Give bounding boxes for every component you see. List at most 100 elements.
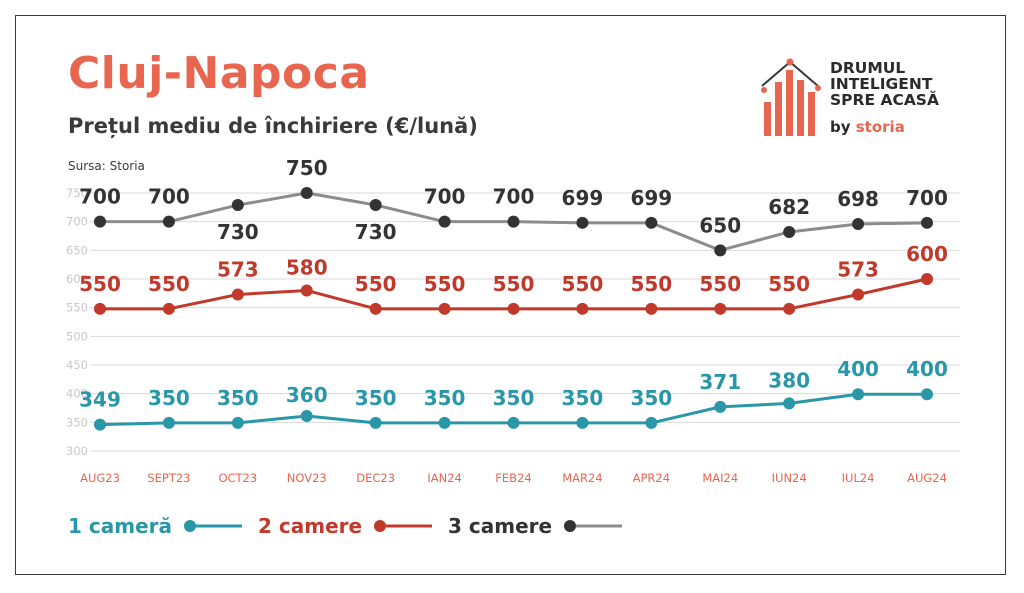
legend-label-1-room: 1 cameră (68, 514, 172, 538)
x-tick-label: DEC23 (356, 471, 395, 485)
data-point-two_rooms (576, 302, 589, 315)
x-tick-label: AUG23 (80, 471, 120, 485)
house-bars-icon (761, 58, 821, 136)
y-tick-label: 300 (66, 444, 88, 458)
data-label-three_rooms: 698 (837, 187, 879, 211)
x-tick-label: MAR24 (562, 471, 602, 485)
data-label-three_rooms: 730 (355, 220, 397, 244)
legend-swatch-2-rooms (374, 520, 433, 532)
data-label-two_rooms: 550 (768, 272, 810, 296)
data-label-two_rooms: 550 (493, 272, 535, 296)
logo-brand-text: storia (855, 118, 905, 136)
data-label-three_rooms: 682 (768, 195, 810, 219)
data-label-one_room: 400 (837, 357, 879, 381)
y-tick-label: 400 (66, 387, 88, 401)
data-label-three_rooms: 699 (630, 186, 672, 210)
data-point-one_room (369, 416, 382, 429)
data-point-two_rooms (162, 302, 175, 315)
data-point-two_rooms (714, 302, 727, 315)
y-tick-label: 550 (66, 301, 88, 315)
data-point-two_rooms (94, 302, 106, 315)
data-label-three_rooms: 700 (148, 185, 190, 209)
data-label-two_rooms: 550 (699, 272, 741, 296)
data-point-three_rooms (507, 215, 520, 228)
data-point-two_rooms (921, 273, 933, 285)
data-point-three_rooms (921, 216, 933, 229)
legend-label-2-rooms: 2 camere (258, 514, 363, 538)
data-point-two_rooms (369, 302, 382, 315)
data-label-two_rooms: 573 (217, 257, 259, 281)
data-label-one_room: 350 (217, 386, 259, 410)
y-tick-label: 600 (66, 272, 88, 286)
data-point-one_room (300, 410, 313, 423)
y-tick-label: 650 (66, 243, 88, 257)
data-point-one_room (162, 416, 175, 429)
x-tick-label: OCT23 (218, 471, 257, 485)
chart-subtitle: Prețul mediu de închiriere (€/lună) (68, 114, 478, 138)
data-label-one_room: 400 (906, 357, 948, 381)
x-tick-label: APR24 (633, 471, 670, 485)
data-label-one_room: 350 (424, 386, 466, 410)
data-point-one_room (645, 416, 658, 429)
logo-line-3: SPRE ACASĂ (830, 91, 939, 109)
logo-byline: by storia (830, 118, 905, 136)
data-label-one_room: 350 (148, 386, 190, 410)
storia-logo: DRUMUL INTELIGENT SPRE ACASĂ by storia (760, 56, 970, 146)
y-tick-label: 700 (66, 215, 88, 229)
x-tick-label: FEB24 (495, 471, 531, 485)
data-label-two_rooms: 550 (630, 272, 672, 296)
data-label-one_room: 350 (562, 386, 604, 410)
x-tick-label: NOV23 (287, 471, 327, 485)
data-label-one_room: 350 (630, 386, 672, 410)
data-label-two_rooms: 573 (837, 257, 879, 281)
data-point-two_rooms (783, 302, 796, 315)
x-tick-label: IUL24 (842, 471, 875, 485)
data-point-one_room (507, 416, 520, 429)
legend-item-3-rooms: 3 camere (448, 512, 624, 540)
data-label-three_rooms: 700 (79, 185, 121, 209)
data-point-one_room (438, 416, 451, 429)
data-label-two_rooms: 580 (286, 255, 328, 279)
data-point-three_rooms (576, 216, 589, 229)
data-label-two_rooms: 550 (562, 272, 604, 296)
legend-label-3-rooms: 3 camere (448, 514, 553, 538)
x-tick-label: MAI24 (702, 471, 738, 485)
y-tick-label: 500 (66, 329, 88, 343)
data-label-one_room: 350 (355, 386, 397, 410)
data-point-three_rooms (369, 199, 382, 212)
chart-frame (15, 15, 1006, 575)
data-label-three_rooms: 700 (906, 186, 948, 210)
data-point-one_room (94, 418, 106, 431)
data-point-three_rooms (94, 215, 106, 228)
data-point-three_rooms (438, 215, 451, 228)
logo-line-2: INTELIGENT (830, 75, 933, 93)
data-label-two_rooms: 550 (79, 272, 121, 296)
data-point-three_rooms (783, 225, 796, 238)
logo-by-text: by (830, 118, 851, 136)
x-tick-label: IUN24 (772, 471, 807, 485)
chart-title: Cluj-Napoca (68, 48, 370, 99)
data-label-three_rooms: 700 (493, 185, 535, 209)
x-tick-label: IAN24 (427, 471, 462, 485)
y-tick-label: 450 (66, 358, 88, 372)
data-point-three_rooms (300, 187, 313, 199)
data-point-one_room (921, 388, 933, 401)
source-note: Sursa: Storia (68, 159, 145, 173)
data-label-two_rooms: 550 (355, 272, 397, 296)
data-point-three_rooms (645, 216, 658, 229)
data-point-three_rooms (162, 215, 175, 228)
data-label-three_rooms: 699 (562, 186, 604, 210)
y-tick-label: 750 (66, 186, 88, 200)
data-point-two_rooms (645, 302, 658, 315)
x-tick-label: AUG24 (907, 471, 947, 485)
data-point-three_rooms (231, 199, 244, 212)
data-label-one_room: 380 (768, 368, 810, 392)
data-point-three_rooms (714, 244, 727, 257)
data-point-three_rooms (852, 217, 865, 230)
data-label-three_rooms: 700 (424, 185, 466, 209)
logo-wordmark: DRUMUL INTELIGENT SPRE ACASĂ (830, 60, 939, 108)
data-point-one_room (231, 416, 244, 429)
legend-item-1-room: 1 cameră (68, 512, 244, 540)
data-label-one_room: 371 (699, 370, 741, 394)
